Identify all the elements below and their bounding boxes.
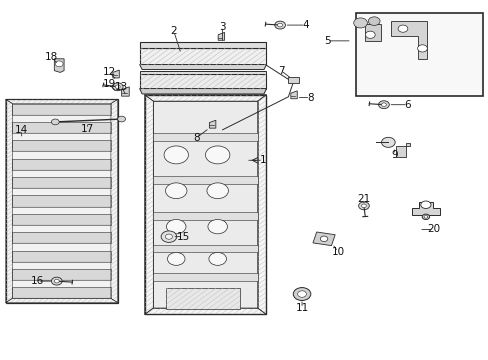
Polygon shape: [312, 232, 334, 246]
Text: 19: 19: [102, 79, 115, 89]
Polygon shape: [166, 288, 239, 309]
Circle shape: [361, 204, 366, 208]
Bar: [5, 99, 118, 303]
Polygon shape: [54, 59, 64, 72]
Polygon shape: [140, 71, 266, 74]
Text: 9: 9: [390, 150, 397, 160]
Bar: [12, 159, 111, 170]
Bar: [12, 177, 111, 188]
Circle shape: [208, 252, 226, 265]
Text: 14: 14: [15, 125, 28, 135]
Bar: [153, 273, 257, 281]
Polygon shape: [290, 91, 297, 99]
Circle shape: [118, 116, 125, 122]
Polygon shape: [113, 70, 119, 78]
Text: 11: 11: [295, 303, 308, 314]
Text: 1: 1: [259, 155, 266, 165]
Circle shape: [165, 234, 172, 239]
Polygon shape: [411, 202, 439, 215]
Circle shape: [420, 201, 430, 208]
Circle shape: [397, 25, 407, 32]
Bar: [12, 251, 111, 262]
Circle shape: [293, 288, 310, 301]
Circle shape: [161, 231, 176, 242]
Circle shape: [115, 85, 120, 89]
Text: 5: 5: [324, 36, 330, 46]
Text: 16: 16: [31, 276, 44, 286]
Circle shape: [381, 137, 394, 147]
Circle shape: [423, 215, 427, 218]
Polygon shape: [144, 95, 266, 315]
Circle shape: [205, 146, 229, 164]
Text: 10: 10: [331, 247, 344, 257]
Circle shape: [381, 103, 386, 107]
Bar: [153, 176, 257, 184]
Text: 2: 2: [170, 26, 177, 36]
Bar: [153, 212, 257, 220]
Text: 17: 17: [81, 124, 94, 134]
Circle shape: [421, 214, 428, 220]
Bar: [12, 287, 111, 298]
Circle shape: [112, 83, 123, 91]
Circle shape: [166, 220, 185, 234]
Bar: [153, 244, 257, 252]
Bar: [12, 214, 111, 225]
Text: 8: 8: [193, 133, 200, 143]
Circle shape: [277, 23, 282, 27]
Circle shape: [353, 18, 366, 28]
Circle shape: [297, 291, 306, 297]
Polygon shape: [122, 87, 129, 96]
Text: 3: 3: [219, 22, 225, 32]
Text: 21: 21: [357, 194, 370, 204]
Circle shape: [54, 279, 59, 283]
Circle shape: [358, 202, 368, 210]
Bar: [12, 195, 111, 207]
Circle shape: [320, 236, 327, 242]
Text: 13: 13: [115, 82, 128, 93]
Polygon shape: [209, 120, 215, 128]
Polygon shape: [218, 32, 224, 40]
Polygon shape: [140, 42, 266, 48]
Polygon shape: [395, 143, 409, 157]
Text: 12: 12: [102, 67, 115, 77]
Bar: [12, 269, 111, 280]
Text: 15: 15: [177, 232, 190, 242]
Circle shape: [206, 183, 228, 199]
Circle shape: [55, 61, 63, 67]
Bar: [288, 77, 299, 83]
Text: 8: 8: [306, 93, 313, 103]
Bar: [12, 104, 111, 115]
Circle shape: [378, 101, 388, 109]
Bar: [12, 122, 111, 133]
Circle shape: [207, 220, 227, 234]
Polygon shape: [140, 74, 266, 89]
Circle shape: [367, 17, 379, 26]
Polygon shape: [140, 64, 266, 69]
Text: 4: 4: [302, 20, 308, 30]
Bar: [153, 134, 257, 141]
Text: 20: 20: [426, 225, 439, 234]
Polygon shape: [153, 101, 257, 308]
Circle shape: [365, 31, 374, 39]
Polygon shape: [140, 89, 266, 94]
Bar: [12, 232, 111, 243]
Circle shape: [274, 21, 285, 29]
Circle shape: [51, 277, 62, 285]
Bar: [12, 140, 111, 152]
Text: 18: 18: [45, 52, 59, 62]
Text: 7: 7: [277, 66, 284, 76]
Text: 6: 6: [404, 100, 410, 110]
Circle shape: [165, 183, 186, 199]
Polygon shape: [390, 22, 427, 59]
Circle shape: [51, 119, 59, 125]
Circle shape: [167, 252, 184, 265]
Circle shape: [163, 146, 188, 164]
Polygon shape: [140, 48, 266, 64]
Bar: [365, 24, 380, 41]
Circle shape: [417, 45, 427, 52]
Bar: [355, 13, 483, 96]
